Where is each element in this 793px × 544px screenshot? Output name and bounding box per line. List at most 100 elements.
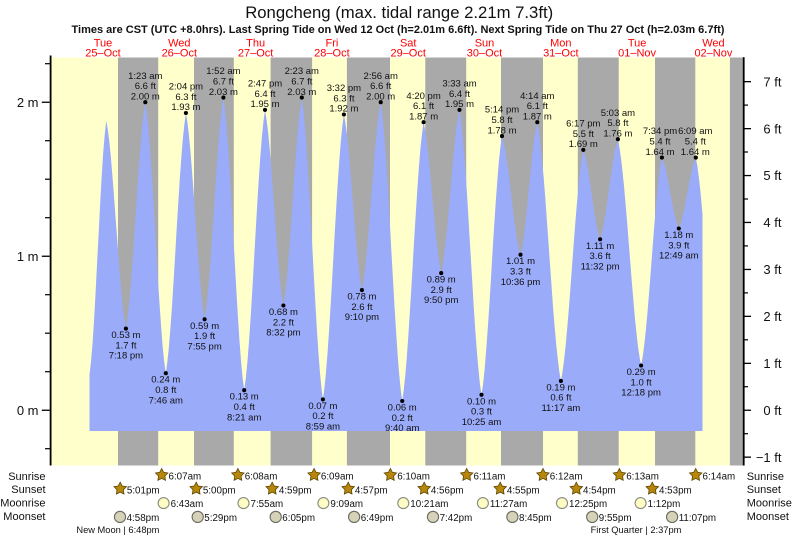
svg-text:2 m: 2 m <box>17 95 39 110</box>
svg-text:2.00 m: 2.00 m <box>131 91 160 102</box>
svg-text:6:43am: 6:43am <box>171 499 204 510</box>
svg-text:5.4 ft: 5.4 ft <box>649 137 670 148</box>
svg-text:Wed: Wed <box>168 37 190 49</box>
svg-text:0 m: 0 m <box>17 403 39 418</box>
svg-text:9:10 pm: 9:10 pm <box>345 312 379 323</box>
svg-text:0.24 m: 0.24 m <box>151 375 180 386</box>
svg-text:1.64 m: 1.64 m <box>681 147 710 158</box>
svg-text:0.89 m: 0.89 m <box>427 275 456 286</box>
svg-text:8:21 am: 8:21 am <box>227 412 261 423</box>
svg-text:Moonrise: Moonrise <box>0 498 45 510</box>
svg-text:6.1 ft: 6.1 ft <box>413 101 434 112</box>
svg-text:0.07 m: 0.07 m <box>308 401 337 412</box>
svg-text:10:21am: 10:21am <box>410 499 448 510</box>
svg-text:6.4 ft: 6.4 ft <box>254 89 275 100</box>
svg-text:10:36 pm: 10:36 pm <box>501 277 541 288</box>
svg-text:4:53pm: 4:53pm <box>659 485 692 496</box>
svg-text:0.10 m: 0.10 m <box>467 396 496 407</box>
svg-text:31–Oct: 31–Oct <box>543 47 578 59</box>
svg-text:7:55 pm: 7:55 pm <box>187 341 221 352</box>
svg-text:6:09am: 6:09am <box>321 471 354 482</box>
svg-text:0.3 ft: 0.3 ft <box>471 407 492 418</box>
svg-text:25–Oct: 25–Oct <box>85 47 120 59</box>
svg-text:Moonset: Moonset <box>747 511 789 523</box>
svg-text:6:09 am: 6:09 am <box>678 126 712 137</box>
svg-text:1.9 ft: 1.9 ft <box>194 331 215 342</box>
svg-text:6:05pm: 6:05pm <box>282 513 315 524</box>
svg-text:Sunset: Sunset <box>747 484 781 496</box>
svg-text:0.13 m: 0.13 m <box>230 392 259 403</box>
svg-text:1.87 m: 1.87 m <box>409 111 438 122</box>
svg-text:11:07pm: 11:07pm <box>679 513 716 524</box>
svg-text:5:29pm: 5:29pm <box>204 513 237 524</box>
svg-text:2:23 am: 2:23 am <box>285 66 319 77</box>
svg-text:1.95 m: 1.95 m <box>445 99 474 110</box>
svg-text:12:25pm: 12:25pm <box>569 499 607 510</box>
svg-text:5.4 ft: 5.4 ft <box>685 137 706 148</box>
svg-text:1.87 m: 1.87 m <box>523 111 552 122</box>
svg-text:Sunrise: Sunrise <box>747 471 784 483</box>
svg-text:5.5 ft: 5.5 ft <box>573 129 594 140</box>
svg-text:0.2 ft: 0.2 ft <box>392 413 413 424</box>
svg-text:0.4 ft: 0.4 ft <box>234 402 255 413</box>
svg-text:0 ft: 0 ft <box>763 403 781 418</box>
svg-text:2.6 ft: 2.6 ft <box>351 302 372 313</box>
svg-text:3.6 ft: 3.6 ft <box>590 251 611 262</box>
svg-text:2.03 m: 2.03 m <box>287 87 316 98</box>
svg-text:4:59pm: 4:59pm <box>279 485 312 496</box>
svg-text:6.3 ft: 6.3 ft <box>175 92 196 103</box>
svg-text:27–Oct: 27–Oct <box>238 47 273 59</box>
svg-text:12:18 pm: 12:18 pm <box>621 388 661 399</box>
svg-text:3.3 ft: 3.3 ft <box>510 267 531 278</box>
svg-text:0.68 m: 0.68 m <box>269 307 298 318</box>
svg-text:1:52 am: 1:52 am <box>206 66 240 77</box>
svg-text:Mon: Mon <box>550 37 571 49</box>
svg-text:3:32 pm: 3:32 pm <box>327 83 361 94</box>
svg-text:6:49pm: 6:49pm <box>361 513 394 524</box>
svg-text:12:49 am: 12:49 am <box>659 251 699 262</box>
svg-text:0.06 m: 0.06 m <box>388 403 417 414</box>
svg-text:1.64 m: 1.64 m <box>645 147 674 158</box>
svg-text:1:12pm: 1:12pm <box>648 499 681 510</box>
svg-text:6 ft: 6 ft <box>763 121 781 136</box>
svg-text:9:50 pm: 9:50 pm <box>424 295 458 306</box>
svg-text:6.6 ft: 6.6 ft <box>370 81 391 92</box>
svg-text:Moonset: Moonset <box>3 511 45 523</box>
svg-text:4 ft: 4 ft <box>763 215 781 230</box>
svg-text:7:42pm: 7:42pm <box>440 513 473 524</box>
svg-text:Moonrise: Moonrise <box>747 498 792 510</box>
svg-text:6:11am: 6:11am <box>474 471 506 482</box>
svg-text:8:32 pm: 8:32 pm <box>266 328 300 339</box>
svg-text:6:13am: 6:13am <box>626 471 659 482</box>
svg-text:6:14am: 6:14am <box>703 471 736 482</box>
svg-text:5.8 ft: 5.8 ft <box>491 115 512 126</box>
svg-text:Sunrise: Sunrise <box>8 471 45 483</box>
svg-text:7:18 pm: 7:18 pm <box>109 351 143 362</box>
svg-text:1.78 m: 1.78 m <box>487 125 516 136</box>
svg-text:Tue: Tue <box>628 37 647 49</box>
svg-text:9:55pm: 9:55pm <box>599 513 632 524</box>
svg-text:4:57pm: 4:57pm <box>355 485 388 496</box>
svg-text:8:45pm: 8:45pm <box>519 513 552 524</box>
svg-text:7 ft: 7 ft <box>763 74 781 89</box>
svg-text:1.0 ft: 1.0 ft <box>631 377 652 388</box>
svg-text:29–Oct: 29–Oct <box>390 47 425 59</box>
svg-text:2:47 pm: 2:47 pm <box>248 79 282 90</box>
svg-text:1.01 m: 1.01 m <box>506 256 535 267</box>
svg-text:7:55am: 7:55am <box>251 499 284 510</box>
svg-text:3.9 ft: 3.9 ft <box>668 240 689 251</box>
svg-text:6.7 ft: 6.7 ft <box>213 77 234 88</box>
svg-text:1.76 m: 1.76 m <box>603 128 632 139</box>
svg-text:6:12am: 6:12am <box>550 471 583 482</box>
svg-text:Times are CST (UTC +8.0hrs). L: Times are CST (UTC +8.0hrs). Last Spring… <box>72 24 725 36</box>
svg-text:1.11 m: 1.11 m <box>586 241 614 252</box>
svg-text:0.78 m: 0.78 m <box>347 292 376 303</box>
svg-text:6:17 pm: 6:17 pm <box>566 119 600 130</box>
svg-text:0.6 ft: 0.6 ft <box>550 393 571 404</box>
svg-text:First Quarter | 2:37pm: First Quarter | 2:37pm <box>591 525 682 535</box>
svg-text:6.1 ft: 6.1 ft <box>527 101 548 112</box>
svg-text:4:56pm: 4:56pm <box>431 485 464 496</box>
svg-text:0.29 m: 0.29 m <box>627 367 656 378</box>
svg-text:Sunset: Sunset <box>11 484 45 496</box>
svg-text:0.8 ft: 0.8 ft <box>155 385 176 396</box>
